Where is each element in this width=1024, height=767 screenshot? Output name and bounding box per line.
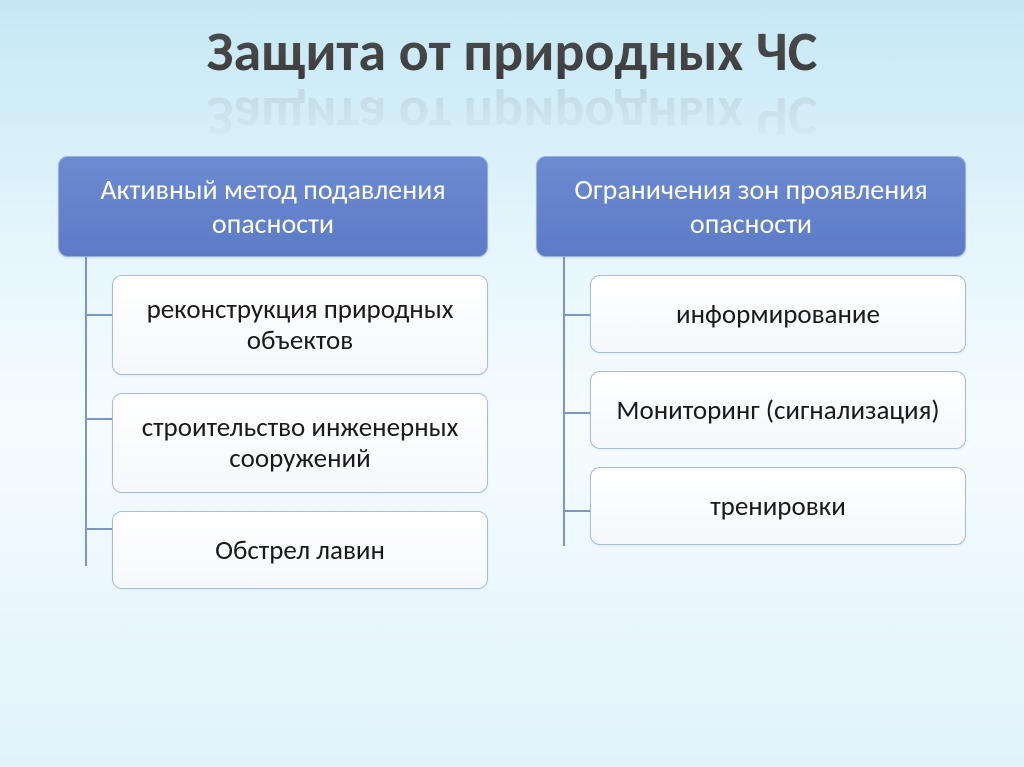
item-box: тренировки: [590, 467, 966, 545]
column-header: Активный метод подавления опасности: [58, 156, 488, 257]
item-box: строительство инженерных сооружений: [112, 393, 488, 493]
connector-horizontal: [563, 314, 590, 316]
connector-horizontal: [85, 418, 112, 420]
column-left: Активный метод подавления опасности реко…: [58, 156, 488, 589]
diagram-columns: Активный метод подавления опасности реко…: [0, 156, 1024, 589]
connector-horizontal: [563, 412, 590, 414]
connector-horizontal: [85, 314, 112, 316]
connector-horizontal: [563, 510, 590, 512]
title-text: Защита от природных ЧС: [0, 18, 1024, 86]
column-right: Ограничения зон проявления опасности инф…: [536, 156, 966, 589]
column-header: Ограничения зон проявления опасности: [536, 156, 966, 257]
connector-vertical: [563, 254, 565, 546]
connector-horizontal: [85, 528, 112, 530]
item-box: реконструкция природных объектов: [112, 275, 488, 375]
item-box: информирование: [590, 275, 966, 353]
item-box: Обстрел лавин: [112, 511, 488, 589]
title-reflection: Защита от природных ЧС: [0, 82, 1024, 150]
connector-vertical: [85, 254, 87, 566]
item-box: Мониторинг (сигнализация): [590, 371, 966, 449]
slide-title: Защита от природных ЧС Защита от природн…: [0, 0, 1024, 86]
